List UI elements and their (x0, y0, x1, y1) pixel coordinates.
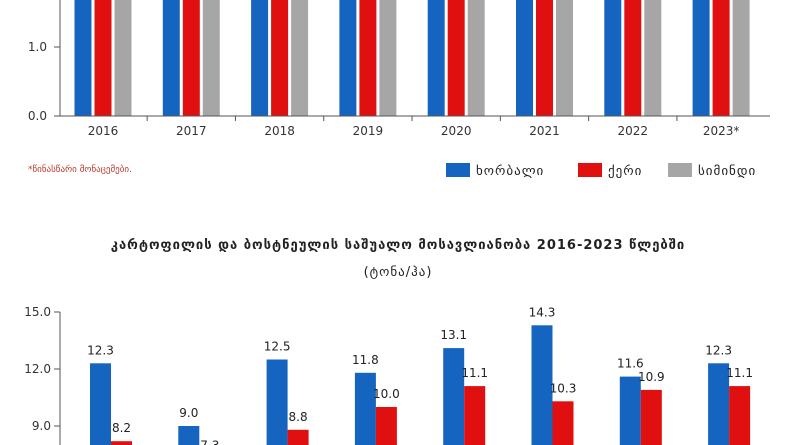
bottom-data-label: 13.1 (440, 328, 467, 342)
top-bar-wheat-2017 (162, 0, 180, 116)
bottom-data-label: 11.1 (726, 366, 753, 380)
bottom-bar-a-2017 (178, 426, 200, 445)
top-x-tick-label: 2019 (353, 124, 384, 138)
top-bar-maize-2021 (556, 0, 573, 117)
bottom-bar-a-2023 (708, 363, 730, 445)
top-bar-barley-2017 (182, 0, 200, 116)
top-x-tick-label: 2017 (176, 124, 207, 138)
bottom-bar-a-2022 (619, 376, 641, 445)
top-x-tick-label: 2023* (703, 124, 740, 138)
bottom-data-label: 9.0 (179, 406, 198, 420)
top-bar-maize-2018 (291, 0, 309, 116)
top-x-ticks: 2016 2017 2018 2019 2020 2021 2022 2023* (88, 116, 740, 138)
bottom-data-label: 8.8 (289, 410, 308, 424)
bottom-data-label: 7.3 (200, 438, 219, 445)
bottom-data-label: 11.8 (352, 353, 379, 367)
bottom-bar-a-2018 (266, 359, 288, 445)
top-x-tick-label: 2016 (88, 124, 119, 138)
preliminary-data-note: *წინასწარი მონაცემები. (28, 164, 132, 175)
top-y-ticks: 0.0 1.0 (28, 40, 60, 123)
top-bar-wheat-2023* (692, 0, 710, 116)
top-bar-maize-2023* (732, 0, 750, 116)
bottom-chart-title: კარტოფილის და ბოსტნეულის საშუალო მოსავლი… (111, 238, 686, 253)
top-bar-barley-2022 (624, 0, 642, 117)
bottom-data-label: 10.0 (373, 387, 400, 401)
bottom-bar-b-2020 (464, 386, 486, 445)
top-bar-barley-2021 (536, 0, 553, 117)
bottom-data-label: 14.3 (529, 305, 556, 319)
bottom-data-label: 8.2 (112, 421, 131, 435)
bottom-bar-a-2019 (354, 372, 376, 445)
top-y-tick-label: 0.0 (28, 109, 47, 123)
bottom-bar-b-2021 (552, 401, 574, 445)
top-x-tick-label: 2018 (264, 124, 295, 138)
top-bar-wheat-2022 (604, 0, 622, 117)
bottom-bars (90, 325, 751, 445)
bottom-data-label: 10.3 (550, 381, 577, 395)
bottom-y-tick-label: 12.0 (24, 362, 51, 376)
top-x-tick-label: 2021 (529, 124, 560, 138)
legend-label-maize: სიმინდი (698, 164, 756, 179)
legend: ხორბალი ქერი სიმინდი (446, 163, 756, 179)
bottom-bar-a-2016 (90, 363, 111, 445)
legend-swatch-barley (578, 163, 602, 177)
bottom-y-ticks: 9.0 12.0 15.0 (24, 305, 60, 433)
bottom-data-label: 12.3 (87, 343, 114, 357)
bottom-data-label: 11.1 (461, 366, 488, 380)
top-bar-maize-2017 (202, 0, 220, 116)
bottom-bar-b-2018 (287, 429, 309, 445)
bottom-data-label: 12.5 (264, 340, 291, 354)
bottom-data-label: 10.9 (638, 370, 665, 384)
top-bar-barley-2020 (447, 0, 465, 116)
bottom-chart-subtitle: (ტონა/ჰა) (364, 265, 433, 280)
bottom-bar-b-2016 (111, 441, 132, 445)
bottom-bar-b-2023 (729, 386, 751, 445)
bottom-y-tick-label: 9.0 (32, 419, 51, 433)
top-bar-wheat-2016 (74, 0, 92, 116)
top-bar-barley-2019 (359, 0, 377, 116)
bottom-bar-a-2020 (443, 348, 465, 445)
bottom-bar-a-2021 (531, 325, 553, 445)
top-bar-wheat-2021 (516, 0, 533, 117)
bottom-bar-chart: კარტოფილის და ბოსტნეულის საშუალო მოსავლი… (24, 238, 753, 445)
legend-label-barley: ქერი (608, 164, 642, 179)
top-bar-barley-2023* (712, 0, 730, 116)
bottom-bar-b-2019 (375, 407, 397, 445)
top-x-tick-label: 2020 (441, 124, 472, 138)
top-bar-wheat-2019 (339, 0, 357, 116)
top-bar-barley-2016 (94, 0, 112, 116)
top-bar-chart: 0.0 1.0 2016 2017 2018 2019 2020 2021 2022 2023*… (28, 0, 770, 175)
top-bar-maize-2019 (379, 0, 397, 116)
legend-swatch-maize (668, 163, 692, 177)
bottom-data-label: 12.3 (705, 343, 732, 357)
top-y-tick-label: 1.0 (28, 40, 47, 54)
bottom-y-tick-label: 15.0 (24, 305, 51, 319)
top-x-tick-label: 2022 (618, 124, 649, 138)
top-bar-wheat-2018 (251, 0, 269, 116)
bottom-data-label: 11.6 (617, 357, 644, 371)
top-bar-maize-2016 (114, 0, 132, 116)
top-bar-maize-2020 (467, 0, 485, 116)
legend-swatch-wheat (446, 163, 470, 177)
top-bars (74, 0, 750, 117)
top-bar-maize-2022 (644, 0, 662, 117)
legend-label-wheat: ხორბალი (476, 164, 544, 179)
top-bar-wheat-2020 (427, 0, 445, 116)
bottom-data-labels: 12.3 8.2 9.0 7.3 12.5 8.8 11.8 10.0 13.1 11.1 14.3… (87, 305, 753, 445)
top-bar-barley-2018 (271, 0, 289, 116)
bottom-bar-b-2022 (640, 389, 662, 445)
